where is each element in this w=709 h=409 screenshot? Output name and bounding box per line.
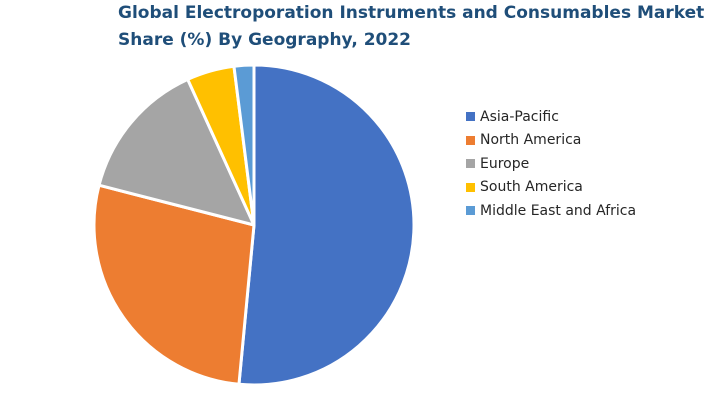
legend-label: Europe [480, 155, 530, 172]
legend-swatch [466, 159, 475, 169]
pie-slice-asia-pacific [237, 63, 416, 387]
legend-swatch [466, 112, 475, 122]
legend-swatch [466, 135, 475, 145]
pie-slice-europe [97, 77, 256, 227]
legend-swatch [466, 182, 475, 192]
chart-title: Global Electroporation Instruments and C… [118, 0, 705, 54]
legend-label: North America [480, 132, 582, 149]
legend-item-south-america: South America [466, 176, 636, 200]
legend-label: South America [480, 179, 583, 196]
chart-title-line-1: Global Electroporation Instruments and C… [118, 3, 705, 23]
chart-title-line-2: Share (%) By Geography, 2022 [118, 30, 412, 50]
pie-slice-north-america [92, 183, 256, 386]
legend-swatch [466, 206, 475, 216]
pie-slice-middle-east-and-africa [232, 63, 256, 227]
legend-item-europe: Europe [466, 152, 636, 176]
chart-legend: Asia-Pacific North America Europe South Ame… [466, 105, 636, 223]
legend-item-middle-east-and-africa: Middle East and Africa [466, 199, 636, 223]
legend-item-north-america: North America [466, 129, 636, 153]
legend-item-asia-pacific: Asia-Pacific [466, 105, 636, 129]
legend-label: Middle East and Africa [480, 202, 637, 219]
legend-label: Asia-Pacific [480, 108, 559, 125]
